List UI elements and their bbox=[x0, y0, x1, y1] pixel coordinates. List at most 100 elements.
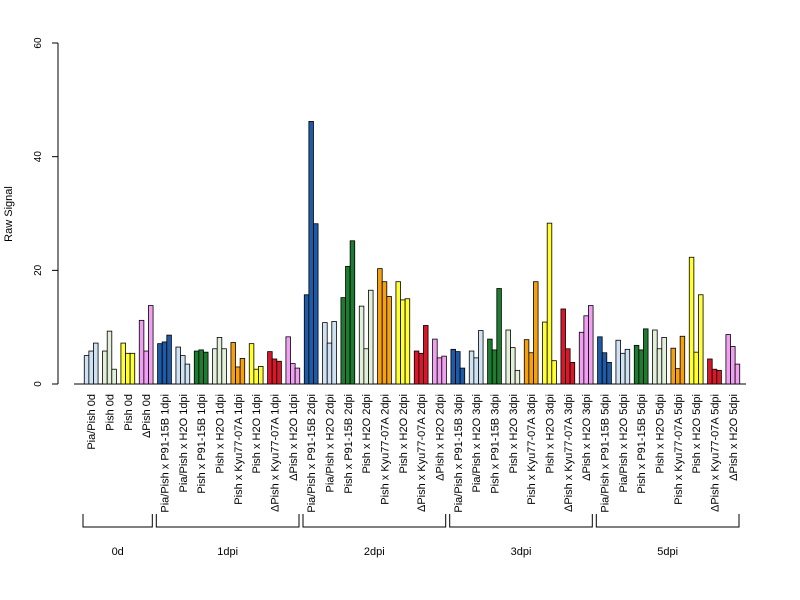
bar bbox=[395, 281, 401, 385]
x-category-label: Pia/Pish x H2O 2dpi bbox=[325, 394, 337, 492]
bar bbox=[496, 288, 502, 385]
bar bbox=[638, 349, 644, 385]
bar bbox=[441, 355, 447, 385]
bar bbox=[546, 222, 553, 385]
x-category-label: Pish x H2O 3dpi bbox=[508, 394, 520, 473]
bar bbox=[258, 365, 264, 385]
bar bbox=[248, 343, 255, 385]
x-category-label: Pish x H2O 1dpi bbox=[215, 394, 227, 473]
bar bbox=[601, 352, 608, 385]
bar bbox=[253, 368, 259, 385]
bar bbox=[468, 350, 475, 385]
bar bbox=[734, 363, 741, 385]
bar bbox=[533, 281, 539, 385]
bar bbox=[679, 335, 686, 385]
bar bbox=[203, 351, 209, 385]
bar bbox=[523, 339, 530, 385]
x-category-label: Pish 0d bbox=[123, 394, 135, 431]
bar bbox=[730, 346, 736, 385]
bar bbox=[308, 121, 314, 385]
bar bbox=[633, 344, 640, 385]
bar bbox=[606, 361, 612, 385]
bar bbox=[290, 363, 296, 385]
bar bbox=[505, 329, 511, 385]
x-category-label: Pia/Pish x H2O 5dpi bbox=[618, 394, 630, 492]
x-category-label: ΔPish 0d bbox=[141, 394, 153, 438]
bar bbox=[491, 349, 498, 385]
bar bbox=[432, 338, 438, 385]
x-category-label: ΔPish x H2O 3dpi bbox=[581, 394, 593, 481]
bar bbox=[423, 325, 429, 385]
bar bbox=[661, 336, 667, 385]
x-category-label: Pia/Pish x P91-15B 2dpi bbox=[306, 394, 318, 513]
bar bbox=[450, 348, 456, 385]
x-category-label: Pish x P91-15B 2dpi bbox=[343, 394, 355, 494]
bar bbox=[322, 322, 328, 385]
bar bbox=[569, 361, 576, 385]
bar bbox=[693, 351, 699, 385]
bar bbox=[400, 299, 406, 385]
bar bbox=[551, 360, 557, 385]
bar bbox=[180, 355, 186, 385]
bar bbox=[271, 358, 278, 385]
bar bbox=[597, 336, 603, 385]
bar bbox=[510, 347, 516, 385]
bar bbox=[652, 329, 658, 385]
bar bbox=[473, 357, 479, 385]
x-category-label: Pish x H2O 2dpi bbox=[361, 394, 373, 473]
bar bbox=[83, 355, 90, 385]
bar bbox=[285, 336, 291, 385]
bar bbox=[267, 351, 273, 385]
bar bbox=[455, 351, 461, 385]
bar bbox=[624, 348, 631, 385]
bar bbox=[560, 308, 566, 385]
bar bbox=[125, 352, 131, 385]
x-category-label: ΔPish x H2O 5dpi bbox=[728, 394, 740, 481]
bar bbox=[478, 330, 484, 385]
bar bbox=[386, 296, 392, 385]
bar bbox=[413, 350, 420, 385]
bar bbox=[725, 334, 731, 385]
bar bbox=[212, 348, 218, 385]
bar bbox=[698, 294, 704, 385]
bar bbox=[377, 268, 383, 385]
x-category-label: ΔPish x Kyu77-07A 1dpi bbox=[270, 394, 282, 512]
bar bbox=[578, 331, 585, 385]
bar bbox=[276, 360, 282, 385]
bar bbox=[688, 256, 695, 385]
x-category-label: Pish x H2O 5dpi bbox=[691, 394, 703, 473]
y-axis-title: Raw Signal bbox=[3, 186, 15, 242]
group-bracket bbox=[155, 514, 300, 528]
x-category-label: Pia/Pish x P91-15B 5dpi bbox=[600, 394, 612, 513]
x-category-label: Pish x H2O 3dpi bbox=[545, 394, 557, 473]
bar bbox=[340, 297, 346, 385]
bar bbox=[711, 368, 718, 385]
bar bbox=[368, 289, 374, 385]
group-label: 1dpi bbox=[217, 546, 238, 558]
x-category-label: Pish x Kyu77-07A 5dpi bbox=[673, 394, 685, 505]
x-category-label: Pish x Kyu77-07A 1dpi bbox=[233, 394, 245, 505]
group-label: 5dpi bbox=[657, 546, 678, 558]
x-category-label: Pia/Pish x H2O 3dpi bbox=[471, 394, 483, 492]
group-bracket bbox=[449, 514, 593, 528]
bar bbox=[588, 305, 594, 385]
bar bbox=[620, 352, 626, 385]
x-category-label: ΔPish x H2O 2dpi bbox=[435, 394, 447, 481]
bar bbox=[193, 350, 200, 385]
bar bbox=[345, 265, 351, 385]
bar bbox=[514, 369, 521, 385]
x-category-label: Pia/Pish x P91-15B 3dpi bbox=[453, 394, 465, 513]
bar bbox=[675, 368, 681, 385]
bar bbox=[615, 339, 621, 385]
group-label: 0d bbox=[112, 546, 124, 558]
group-bracket bbox=[82, 514, 153, 528]
x-category-label: Pish x P91-15B 1dpi bbox=[196, 394, 208, 494]
x-category-label: ΔPish x Kyu77-07A 3dpi bbox=[563, 394, 575, 512]
y-tick-label: 20 bbox=[33, 264, 44, 276]
bar bbox=[198, 349, 204, 385]
bar bbox=[349, 240, 356, 385]
bar bbox=[643, 328, 649, 385]
x-category-label: Pish 0d bbox=[105, 394, 117, 431]
bar bbox=[239, 358, 246, 385]
